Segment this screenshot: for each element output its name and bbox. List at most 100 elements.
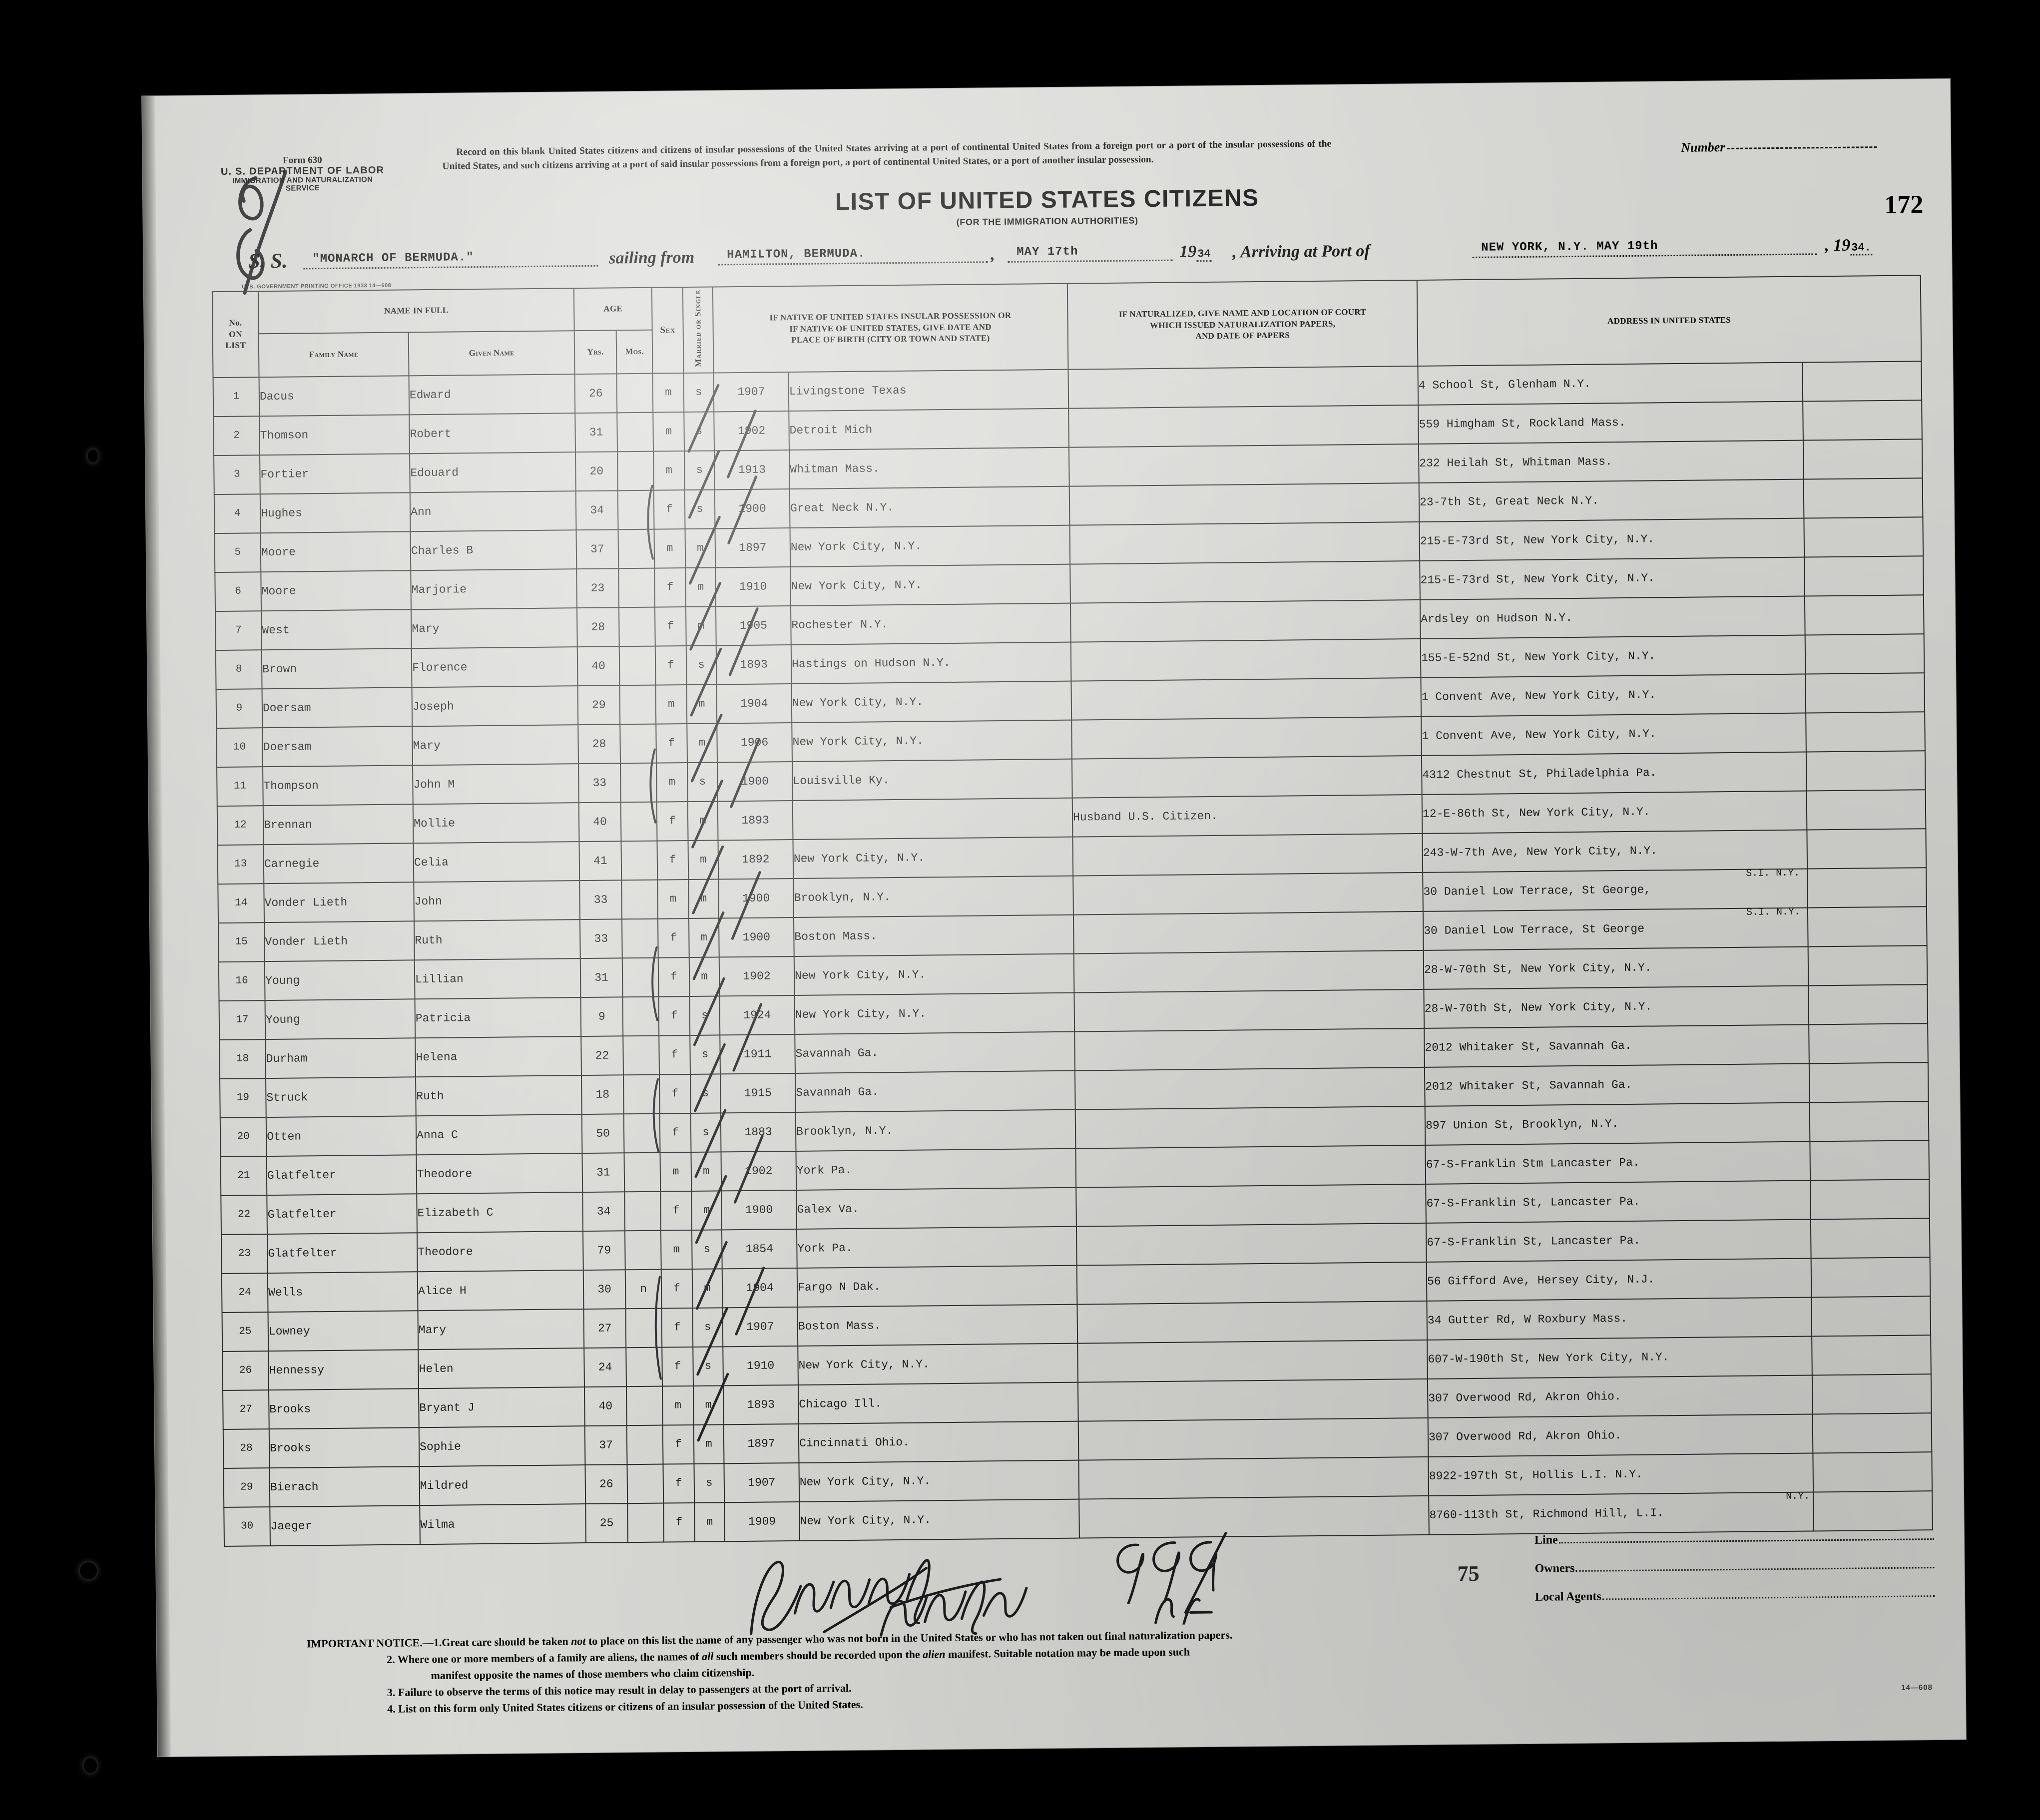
naturalization-cell: [1074, 989, 1425, 1032]
birthplace-cell: Chicago Ill.: [798, 1382, 1078, 1424]
sailing-year-value: 34: [1196, 247, 1212, 262]
married-single-cell: m: [685, 528, 716, 568]
address-tail-cell: [1807, 829, 1927, 869]
birth-year-cell: 1915: [720, 1073, 796, 1113]
family-name-cell: West: [261, 609, 412, 650]
naturalization-cell: [1068, 405, 1419, 448]
given-name-cell: Mollie: [413, 803, 579, 844]
sailing-date-value: MAY 17th: [1017, 245, 1078, 259]
address-tail-cell: [1812, 1413, 1932, 1453]
family-name-cell: Lowney: [268, 1311, 419, 1352]
row-number: 7: [215, 611, 262, 651]
age-months-cell: [620, 802, 657, 842]
owners-field[interactable]: Owners: [1534, 1558, 1935, 1576]
local-agents-label: Local Agents: [1534, 1590, 1601, 1604]
married-single-cell: s: [683, 373, 714, 413]
married-single-cell: m: [691, 1191, 722, 1230]
family-name-cell: Brennan: [263, 804, 414, 845]
form-footer-code: 14—608: [1901, 1683, 1933, 1692]
notice-1a: Great care should be taken: [442, 1635, 571, 1649]
header-given-name: Given Name: [408, 330, 575, 376]
naturalization-cell: [1078, 1417, 1429, 1460]
birthplace-cell: Louisville Ky.: [792, 759, 1072, 801]
naturalization-cell: [1077, 1340, 1428, 1382]
sex-cell: f: [656, 801, 688, 841]
row-number: 26: [222, 1351, 269, 1390]
address-superscript: N.Y.: [1786, 1490, 1810, 1502]
birth-year-cell: 1900: [718, 917, 794, 957]
given-name-cell: Mildred: [419, 1465, 586, 1506]
birthplace-cell: Boston Mass.: [793, 914, 1074, 956]
birth-year-cell: 1892: [718, 839, 794, 880]
sailing-from-field[interactable]: HAMILTON, BERMUDA.: [718, 243, 988, 266]
age-years-cell: 31: [575, 413, 618, 453]
naturalization-cell: [1076, 1262, 1427, 1305]
ship-name-field[interactable]: "MONARCH OF BERMUDA.": [303, 247, 598, 270]
age-months-cell: [617, 412, 653, 452]
table-body: 1 Dacus Edward 26 m s 1907 Livingstone Texas 4 S…: [213, 361, 1933, 1546]
header-married-or-single: Married or Single: [682, 287, 714, 374]
birth-year-cell: 1900: [718, 878, 794, 918]
address-tail-cell: [1809, 1062, 1929, 1103]
address-tail-cell: [1810, 1218, 1930, 1259]
header-ms-text: Married or Single: [692, 289, 703, 367]
birth-year-cell: 1902: [721, 1151, 797, 1191]
sex-cell: f: [655, 645, 687, 685]
family-name-cell: Young: [265, 999, 416, 1040]
family-name-cell: Vonder Lieth: [264, 921, 415, 962]
birthplace-cell: New York City, N.Y.: [790, 564, 1070, 606]
birthplace-cell: New York City, N.Y.: [793, 837, 1073, 879]
family-name-cell: Glatfelter: [267, 1194, 417, 1235]
address-tail-cell: [1805, 673, 1925, 713]
sailing-date-field[interactable]: MAY 17th: [1008, 241, 1173, 263]
naturalization-cell: [1072, 833, 1423, 876]
address-cell: 30 Daniel Low Terrace, St George, S.I. N.…: [1423, 868, 1808, 911]
naturalization-cell: [1069, 521, 1420, 564]
age-years-cell: 40: [577, 646, 620, 686]
arrival-port-value: NEW YORK, N.Y. MAY 19th: [1481, 239, 1658, 255]
given-name-cell: Ruth: [416, 1075, 582, 1116]
naturalization-cell: [1069, 482, 1420, 525]
address-tail-cell: [1806, 751, 1926, 791]
family-name-cell: Brooks: [269, 1388, 419, 1429]
birthplace-cell: New York City, N.Y.: [799, 1499, 1079, 1541]
sex-cell: f: [659, 1113, 691, 1153]
age-months-cell: [623, 1035, 659, 1075]
age-years-cell: 34: [582, 1192, 625, 1232]
birthplace-cell: New York City, N.Y.: [792, 720, 1072, 762]
row-number: 13: [217, 845, 264, 885]
age-years-cell: 79: [582, 1231, 625, 1271]
arrival-port-field[interactable]: NEW YORK, N.Y. MAY 19th: [1472, 235, 1817, 258]
naturalization-cell: [1075, 1145, 1426, 1188]
address-tail-cell: [1807, 868, 1927, 908]
married-single-cell: s: [689, 996, 720, 1035]
family-name-cell: Vonder Lieth: [264, 882, 415, 923]
address-cell: 67-S-Franklin Stm Lancaster Pa.: [1425, 1141, 1811, 1184]
passenger-manifest-table: No. ON LIST NAME IN FULL AGE Sex Married…: [212, 275, 1933, 1547]
row-number: 20: [220, 1117, 267, 1157]
header-yrs: Yrs.: [574, 330, 617, 375]
married-single-cell: s: [684, 489, 715, 529]
address-cell: 215-E-73rd St, New York City, N.Y.: [1419, 518, 1805, 561]
header-naturalized-block: IF NATURALIZED, GIVE NAME AND LOCATION O…: [1067, 280, 1418, 370]
sex-cell: f: [659, 1074, 691, 1114]
family-name-cell: Glatfelter: [266, 1155, 417, 1196]
age-months-cell: n: [625, 1269, 662, 1309]
address-superscript: S.I. N.Y.: [1746, 906, 1801, 918]
naturalization-cell: [1075, 1106, 1426, 1149]
address-cell: 232 Heilah St, Whitman Mass.: [1418, 440, 1804, 483]
birthplace-cell: New York City, N.Y.: [794, 992, 1075, 1034]
given-name-cell: Mary: [412, 725, 578, 766]
married-single-cell: m: [685, 606, 716, 646]
important-notice-block: IMPORTANT NOTICE.—1.Great care should be…: [307, 1620, 1896, 1718]
age-years-cell: 33: [579, 880, 622, 920]
address-tail-cell: [1804, 556, 1924, 596]
address-tail-cell: [1808, 984, 1928, 1025]
number-blank-line: [1727, 146, 1877, 149]
local-agents-field[interactable]: Local Agents: [1535, 1587, 1935, 1604]
row-number: 4: [214, 494, 261, 534]
family-name-cell: Hennessy: [268, 1350, 419, 1390]
age-years-cell: 28: [577, 607, 619, 647]
number-field[interactable]: Number: [1681, 138, 1911, 155]
family-name-cell: Fortier: [260, 454, 410, 494]
